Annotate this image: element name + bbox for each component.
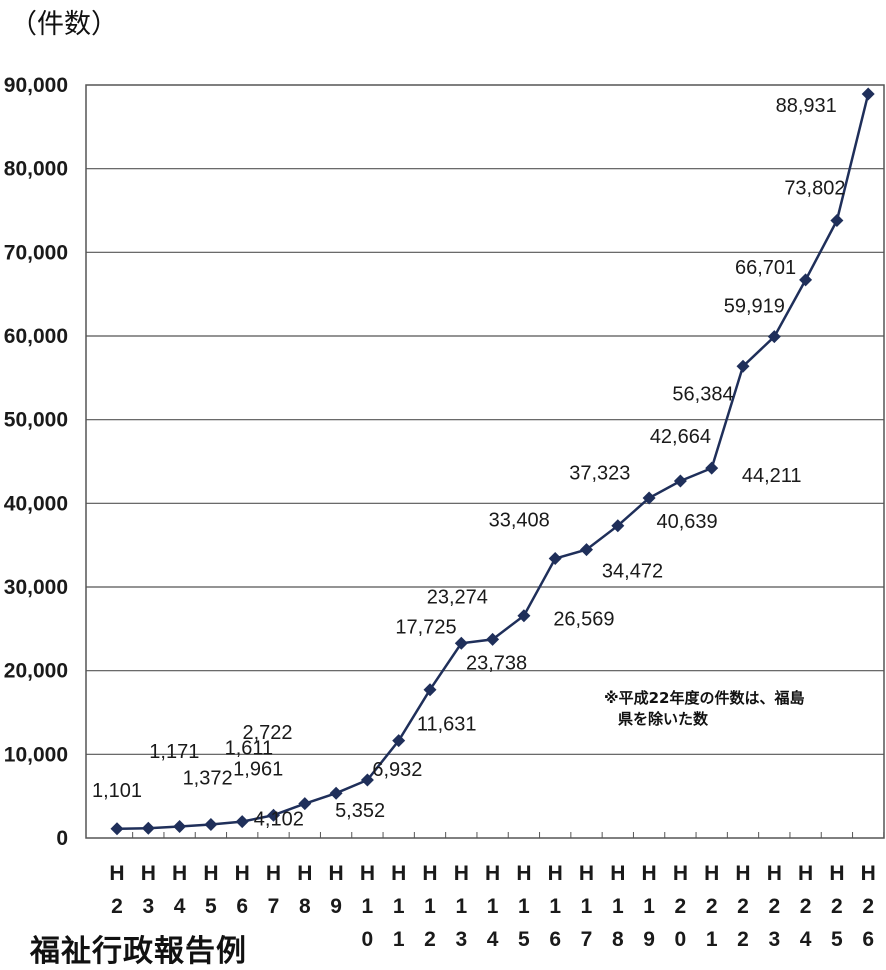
data-point: [329, 786, 343, 800]
data-label: 1,171: [149, 741, 199, 763]
data-points: [110, 87, 875, 836]
data-label: 23,738: [466, 652, 527, 674]
unit-label: （件数）: [10, 9, 118, 40]
data-point: [830, 214, 844, 228]
data-label: 33,408: [489, 509, 550, 531]
data-point: [423, 683, 437, 697]
data-label: 17,725: [395, 617, 456, 639]
data-label: 42,664: [650, 426, 711, 448]
grid-lines: [85, 84, 885, 839]
x-axis-ticks: H 2 H 3 H 4 H 5 H 6 H 7 H 8 H 9 H 1 0 H 1 1 H 1 2 H 1 3 H 1 4 H 1 5 H 1 6 H 1 7…: [109, 832, 885, 951]
data-label: 1,101: [92, 780, 142, 802]
data-label: 34,472: [602, 561, 663, 583]
data-point: [673, 474, 687, 488]
plot-border: [85, 84, 885, 839]
y-tick-label: 70,000: [4, 241, 68, 264]
data-label: 1,372: [183, 768, 233, 790]
data-label: 66,701: [735, 257, 796, 279]
data-label: 1,961: [233, 759, 283, 781]
data-point: [548, 551, 562, 565]
y-tick-label: 0: [56, 827, 68, 850]
data-point: [767, 330, 781, 344]
data-point: [517, 609, 531, 623]
data-point: [642, 491, 656, 505]
y-tick-label: 90,000: [4, 74, 68, 97]
footnote: ※平成22年度の件数は、福島 県を除いた数: [604, 688, 804, 730]
source-label: 福祉行政報告例: [30, 934, 247, 969]
data-point: [799, 273, 813, 287]
data-point: [141, 821, 155, 835]
footnote-line-2: 県を除いた数: [618, 710, 709, 728]
data-point: [267, 808, 280, 822]
data-point: [705, 461, 719, 475]
data-label: 26,569: [553, 609, 614, 631]
data-point: [204, 818, 218, 832]
data-label: 56,384: [672, 383, 733, 405]
y-tick-label: 20,000: [4, 660, 68, 683]
data-label: 44,211: [742, 465, 802, 487]
data-point: [392, 734, 406, 748]
data-label: 37,323: [569, 463, 630, 485]
data-point: [486, 632, 500, 646]
data-label: 40,639: [657, 511, 718, 533]
data-point: [360, 773, 374, 787]
data-label: 11,631: [417, 714, 477, 736]
y-tick-label: 80,000: [4, 158, 68, 181]
y-axis-ticks: 0 10,000 20,000 30,000 40,000 50,000 60,000 70,…: [4, 74, 68, 850]
y-tick-label: 40,000: [4, 492, 68, 515]
data-label: 59,919: [724, 296, 785, 318]
data-point: [736, 359, 750, 373]
footnote-line-1: ※平成22年度の件数は、福島: [604, 689, 805, 707]
y-tick-label: 50,000: [4, 409, 68, 432]
data-label: 88,931: [776, 95, 837, 117]
data-point: [611, 519, 625, 533]
data-point: [110, 822, 124, 836]
data-label: 1,611: [225, 738, 274, 760]
data-label: 6,932: [372, 759, 422, 781]
data-label: 2,722: [242, 722, 292, 744]
y-tick-label: 10,000: [4, 743, 68, 766]
data-label: 4,102: [254, 809, 304, 831]
data-point: [298, 797, 312, 811]
data-point: [861, 87, 875, 101]
data-label: 73,802: [784, 178, 845, 200]
y-tick-label: 30,000: [4, 576, 68, 599]
y-tick-label: 60,000: [4, 325, 68, 348]
data-point: [580, 543, 593, 557]
data-point: [235, 815, 249, 829]
data-label: 5,352: [335, 800, 385, 822]
data-label: 23,274: [427, 586, 488, 608]
data-point: [173, 820, 187, 834]
data-point: [454, 636, 468, 650]
